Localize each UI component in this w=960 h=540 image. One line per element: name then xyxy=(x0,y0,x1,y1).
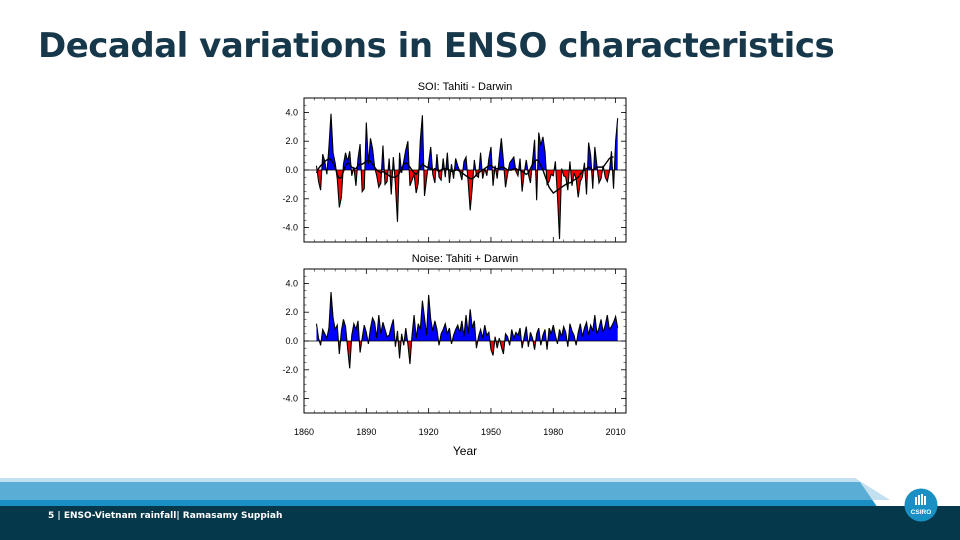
smoothed-line xyxy=(315,156,614,195)
series-line xyxy=(315,291,619,369)
x-tick-label: 1920 xyxy=(419,427,439,437)
y-tick-label: -4.0 xyxy=(282,394,298,404)
x-tick-label: 1860 xyxy=(294,427,314,437)
panel-title: SOI: Tahiti - Darwin xyxy=(418,81,513,93)
chart-panel-noise: Noise: Tahiti + Darwin 4.0 2.0 0.0 -2.0 -4.0 1… xyxy=(282,253,627,458)
positive-fill xyxy=(316,113,618,170)
x-tick-label: 1950 xyxy=(481,427,501,437)
negative-fill xyxy=(319,341,577,369)
csiro-logo: CSIRO xyxy=(904,488,938,522)
y-tick-label: 2.0 xyxy=(285,307,298,317)
footer-band xyxy=(0,478,960,540)
y-tick-label: 4.0 xyxy=(285,278,298,288)
panel-title: Noise: Tahiti + Darwin xyxy=(412,253,518,265)
slide-title: Decadal variations in ENSO characteristi… xyxy=(38,26,835,66)
chart-panel-soi: SOI: Tahiti - Darwin 4.0 2.0 0.0 -2.0 -4.0 xyxy=(282,81,627,243)
y-tick-label: 2.0 xyxy=(285,136,298,146)
x-tick-label: 1980 xyxy=(543,427,563,437)
logo-wordmark: CSIRO xyxy=(911,509,932,516)
x-tick-label: 2010 xyxy=(606,427,626,437)
y-tick-label: -4.0 xyxy=(282,223,298,233)
footer-light-stripe xyxy=(0,478,890,500)
y-tick-label: 0.0 xyxy=(285,165,298,175)
footer-text: ENSO-Vietnam rainfall| Ramasamy Suppiah xyxy=(63,511,283,521)
enso-chart: SOI: Tahiti - Darwin 4.0 2.0 0.0 -2.0 -4.0 No… xyxy=(282,81,627,458)
positive-fill xyxy=(316,292,618,341)
page-number: 5 xyxy=(48,511,55,521)
footer-caption: 5 | ENSO-Vietnam rainfall| Ramasamy Supp… xyxy=(48,511,282,521)
x-tick-label: 1890 xyxy=(356,427,376,437)
y-tick-label: 4.0 xyxy=(285,107,298,117)
series-line xyxy=(315,113,619,240)
footer-separator: | xyxy=(57,511,64,521)
y-tick-label: -2.0 xyxy=(282,194,298,204)
footer-dark-band xyxy=(0,506,960,540)
y-tick-label: 0.0 xyxy=(285,336,298,346)
x-axis-label: Year xyxy=(453,444,477,458)
y-tick-label: -2.0 xyxy=(282,365,298,375)
